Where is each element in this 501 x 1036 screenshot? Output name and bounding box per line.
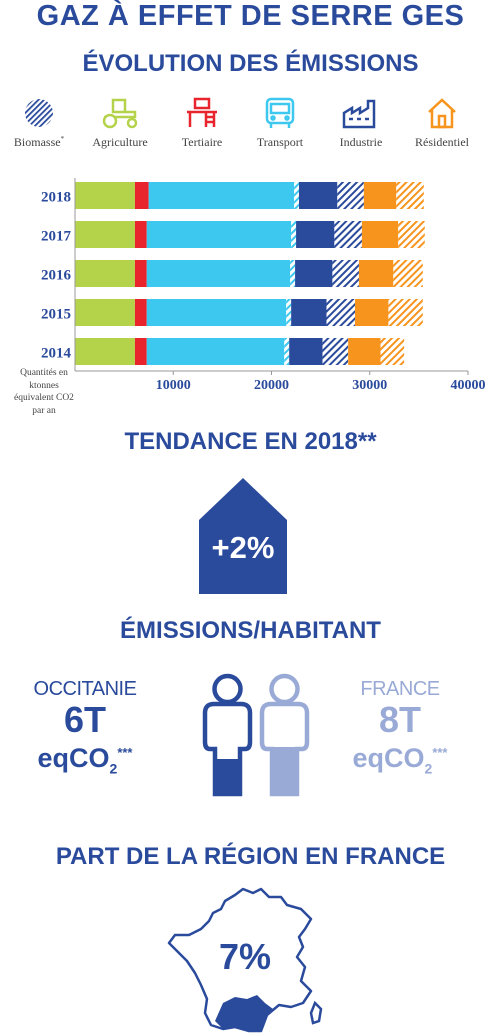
bar-segment-transport-hatched — [286, 299, 292, 326]
bar-segment-industrie — [291, 299, 327, 326]
tractor-icon — [102, 98, 138, 129]
bar-segment-industrie-hatched — [326, 299, 356, 326]
legend-biomasse: Biomasse* — [0, 97, 84, 150]
bar-segment-résidentiel-hatched — [398, 221, 425, 248]
legend-label: Biomasse — [13, 135, 61, 149]
page-title: GAZ À EFFET DE SERRE GES — [36, 0, 465, 32]
bar-segment-résidentiel — [348, 338, 381, 365]
section-title-trend: TENDANCE EN 2018** — [124, 428, 377, 455]
bar-segment-transport — [148, 182, 295, 209]
bar-segment-tertiaire — [134, 338, 147, 365]
bar-segment-résidentiel-hatched — [393, 260, 423, 287]
occitanie-block: OCCITANIE 6T eqCO2*** — [20, 678, 150, 782]
trend-value: +2% — [211, 530, 275, 565]
unit-footnote-mark: *** — [117, 745, 133, 760]
bar-segment-résidentiel-hatched — [380, 338, 405, 365]
y-tick-label: 2015 — [41, 307, 71, 323]
factory-icon — [342, 99, 376, 129]
y-axis-caption: Quantités en ktonnes équivalent CO2 par … — [14, 367, 74, 417]
bar-segment-tertiaire — [134, 221, 147, 248]
legend-label: Transport — [256, 135, 304, 149]
trend-house-shape — [199, 478, 287, 594]
section-title-evolution: ÉVOLUTION DES ÉMISSIONS — [82, 50, 419, 77]
bar-segment-transport-hatched — [291, 221, 297, 248]
bar-segment-résidentiel-hatched — [388, 299, 423, 326]
unit-text: eqCO — [352, 743, 425, 773]
bar-segment-industrie-hatched — [334, 221, 362, 248]
legend-label: Tertiaire — [181, 135, 223, 149]
legend-label: Agriculture — [92, 135, 148, 149]
unit-subscript: 2 — [424, 760, 433, 777]
bar-segment-agriculture — [75, 299, 135, 326]
bar-segment-industrie-hatched — [322, 338, 349, 365]
legend-industrie: Industrie — [316, 97, 406, 150]
bar-segment-transport-hatched — [290, 260, 296, 287]
bar-segment-agriculture — [75, 338, 135, 365]
bar-segment-industrie-hatched — [337, 182, 364, 209]
legend-residentiel: Résidentiel — [397, 97, 487, 150]
hatched-circle-icon — [25, 99, 53, 127]
bar-segment-tertiaire — [134, 182, 149, 209]
y-tick-label: 2016 — [41, 268, 72, 284]
emissions-bar-chart: 2018 2017 2016 2015 2014 10000 20000 30000 40000 — [41, 178, 486, 393]
bar-segment-transport — [146, 221, 292, 248]
france-value: 8T — [378, 699, 421, 740]
bar-segment-industrie-hatched — [332, 260, 359, 287]
bar-segment-agriculture — [75, 182, 135, 209]
bar-segment-résidentiel-hatched — [396, 182, 424, 209]
unit-subscript: 2 — [109, 760, 118, 777]
occitanie-value: 6T — [63, 699, 106, 740]
france-label: FRANCE — [360, 678, 440, 700]
occitanie-unit: eqCO2*** — [20, 739, 150, 782]
house-icon — [428, 98, 456, 129]
x-tick-label: 40000 — [451, 378, 486, 393]
bar-segment-transport-hatched — [294, 182, 300, 209]
bar-segment-résidentiel — [358, 260, 394, 287]
bar-segment-industrie — [289, 338, 323, 365]
bar-segment-agriculture — [75, 221, 135, 248]
bar-segment-transport — [146, 299, 287, 326]
bar-segment-résidentiel — [361, 221, 399, 248]
legend-footnote-mark: * — [60, 135, 65, 143]
bar-segment-transport — [146, 338, 285, 365]
unit-text: eqCO — [37, 743, 110, 773]
bar-segment-transport — [146, 260, 291, 287]
bar-segment-transport-hatched — [284, 338, 290, 365]
section-title-share: PART DE LA RÉGION EN FRANCE — [55, 843, 446, 870]
bar-segment-résidentiel — [355, 299, 389, 326]
person-occitanie-icon — [202, 673, 253, 797]
y-tick-label: 2018 — [41, 190, 71, 206]
france-map-icon — [167, 887, 323, 1033]
unit-footnote-mark: *** — [432, 745, 448, 760]
share-value: 7% — [218, 936, 272, 977]
bar-segment-tertiaire — [134, 260, 147, 287]
legend-transport: Transport — [235, 97, 325, 150]
bar-segment-agriculture — [75, 260, 135, 287]
x-tick-label: 20000 — [254, 378, 289, 393]
section-title-per-inhabitant: ÉMISSIONS/HABITANT — [120, 617, 381, 644]
occitanie-label: OCCITANIE — [33, 678, 137, 700]
y-axis-label: Quantités en ktonnes équivalent CO2 par … — [14, 368, 74, 416]
bar-segment-industrie — [296, 221, 335, 248]
legend-label: Industrie — [339, 135, 383, 149]
desk-icon — [187, 97, 217, 127]
x-tick-label: 30000 — [352, 378, 387, 393]
legend-agriculture: Agriculture — [75, 97, 165, 150]
x-tick-label: 10000 — [156, 378, 191, 393]
person-france-icon — [259, 673, 310, 797]
bar-segment-résidentiel — [363, 182, 397, 209]
bar-segment-industrie — [295, 260, 333, 287]
france-block: FRANCE 8T eqCO2*** — [335, 678, 465, 782]
bus-icon — [265, 97, 295, 128]
legend-label: Résidentiel — [415, 135, 469, 149]
france-unit: eqCO2*** — [335, 739, 465, 782]
legend-tertiaire: Tertiaire — [157, 97, 247, 150]
y-tick-label: 2014 — [41, 346, 72, 362]
y-tick-label: 2017 — [41, 229, 72, 245]
bar-segment-industrie — [299, 182, 338, 209]
bar-segment-tertiaire — [134, 299, 147, 326]
